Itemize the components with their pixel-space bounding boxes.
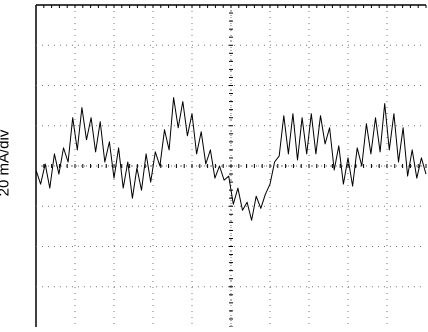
- y-axis-label: 20 mA/div: [0, 129, 13, 197]
- waveform-trace: [35, 97, 427, 221]
